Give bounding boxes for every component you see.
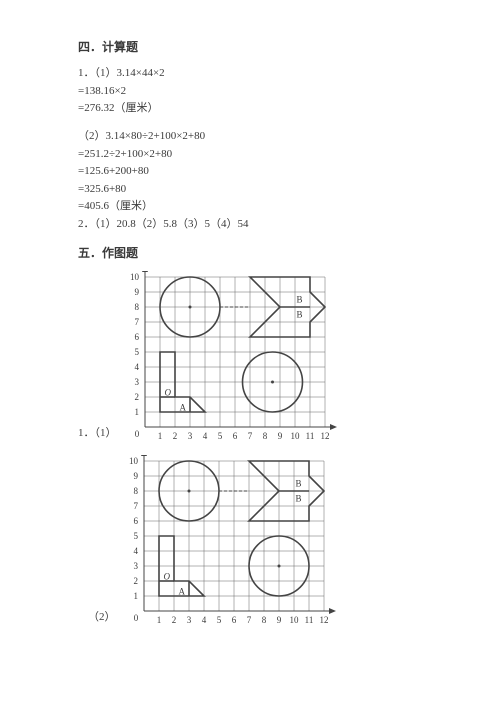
svg-text:0: 0 xyxy=(133,613,138,623)
svg-text:1: 1 xyxy=(157,431,162,441)
svg-text:3: 3 xyxy=(134,377,139,387)
svg-text:B: B xyxy=(296,309,302,319)
svg-text:9: 9 xyxy=(277,431,282,441)
figure-2-row: （2） 012345678910111212345678910AOBB xyxy=(78,455,440,631)
svg-text:11: 11 xyxy=(305,431,314,441)
svg-text:A: A xyxy=(179,402,186,412)
svg-text:4: 4 xyxy=(202,431,207,441)
svg-text:7: 7 xyxy=(247,431,252,441)
calc-line: =138.16×2 xyxy=(78,83,440,101)
svg-text:O: O xyxy=(164,387,171,397)
svg-text:6: 6 xyxy=(231,615,236,625)
svg-text:8: 8 xyxy=(134,302,139,312)
calc-line: 2．（1）20.8（2）5.8（3）5（4）54 xyxy=(78,216,440,234)
svg-text:7: 7 xyxy=(133,501,138,511)
svg-text:5: 5 xyxy=(216,615,221,625)
figure-2-grid: 012345678910111212345678910AOBB xyxy=(122,455,340,631)
svg-text:4: 4 xyxy=(201,615,206,625)
svg-text:1: 1 xyxy=(133,591,138,601)
svg-text:1: 1 xyxy=(134,407,139,417)
svg-text:5: 5 xyxy=(134,347,139,357)
section-4-title: 四．计算题 xyxy=(78,38,440,57)
svg-text:6: 6 xyxy=(133,516,138,526)
svg-text:4: 4 xyxy=(134,362,139,372)
svg-text:3: 3 xyxy=(187,431,192,441)
svg-text:B: B xyxy=(296,294,302,304)
svg-text:12: 12 xyxy=(320,431,329,441)
section-5-title: 五．作图题 xyxy=(78,244,440,263)
figure-1-row: 1．（1） 012345678910111212345678910AOBB xyxy=(78,271,440,447)
svg-text:A: A xyxy=(178,586,185,596)
svg-text:5: 5 xyxy=(133,531,138,541)
svg-text:2: 2 xyxy=(134,392,139,402)
calc-line: =325.6+80 xyxy=(78,181,440,199)
svg-text:O: O xyxy=(163,571,170,581)
svg-text:9: 9 xyxy=(134,287,139,297)
svg-text:6: 6 xyxy=(134,332,139,342)
svg-text:4: 4 xyxy=(133,546,138,556)
calc-line: （2）3.14×80÷2+100×2+80 xyxy=(78,128,440,146)
calc-line: =405.6（厘米） xyxy=(78,198,440,216)
svg-text:11: 11 xyxy=(304,615,313,625)
svg-text:12: 12 xyxy=(319,615,328,625)
calc-line: 1．（1）3.14×44×2 xyxy=(78,65,440,83)
svg-text:8: 8 xyxy=(261,615,266,625)
svg-text:1: 1 xyxy=(156,615,161,625)
figure-1-grid: 012345678910111212345678910AOBB xyxy=(123,271,341,447)
svg-text:10: 10 xyxy=(130,272,140,282)
figure-1-label: 1．（1） xyxy=(78,425,117,447)
svg-text:9: 9 xyxy=(276,615,281,625)
svg-text:9: 9 xyxy=(133,471,138,481)
svg-text:3: 3 xyxy=(133,561,138,571)
svg-text:0: 0 xyxy=(134,429,139,439)
svg-text:3: 3 xyxy=(186,615,191,625)
svg-text:B: B xyxy=(295,493,301,503)
svg-text:10: 10 xyxy=(129,456,139,466)
svg-text:8: 8 xyxy=(133,486,138,496)
calc-line: =125.6+200+80 xyxy=(78,163,440,181)
svg-text:2: 2 xyxy=(172,431,177,441)
calc-line: =251.2÷2+100×2+80 xyxy=(78,146,440,164)
figure-2-label: （2） xyxy=(78,609,116,631)
calc-1-2: （2）3.14×80÷2+100×2+80 =251.2÷2+100×2+80 … xyxy=(78,128,440,234)
svg-text:7: 7 xyxy=(246,615,251,625)
calc-line: =276.32（厘米） xyxy=(78,100,440,118)
svg-text:2: 2 xyxy=(171,615,176,625)
svg-text:7: 7 xyxy=(134,317,139,327)
svg-text:5: 5 xyxy=(217,431,222,441)
svg-text:10: 10 xyxy=(290,431,300,441)
svg-text:6: 6 xyxy=(232,431,237,441)
calc-1-1: 1．（1）3.14×44×2 =138.16×2 =276.32（厘米） xyxy=(78,65,440,118)
svg-text:2: 2 xyxy=(133,576,138,586)
svg-text:8: 8 xyxy=(262,431,267,441)
svg-text:B: B xyxy=(295,478,301,488)
svg-text:10: 10 xyxy=(289,615,299,625)
